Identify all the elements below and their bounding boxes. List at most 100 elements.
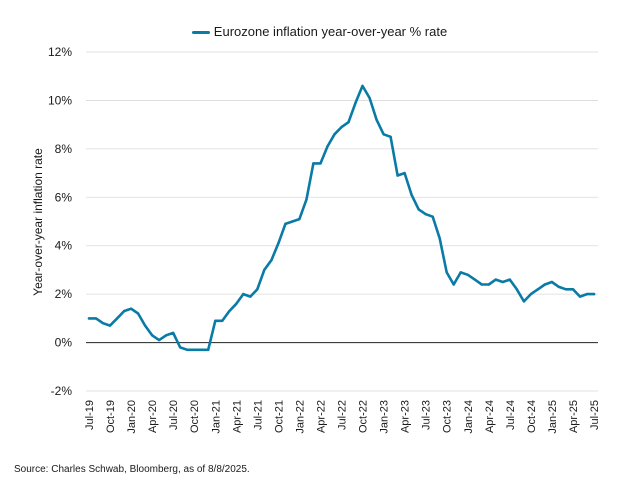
x-tick-label: Oct-19: [105, 400, 117, 433]
y-tick-label: 2%: [55, 287, 73, 301]
data-point: [305, 198, 308, 201]
y-axis-ticks: -2% 0% 2% 4% 6% 8% 10% 12%: [48, 45, 72, 398]
data-point: [578, 295, 582, 298]
data-point: [277, 242, 280, 245]
data-point: [424, 213, 427, 216]
data-point: [235, 302, 238, 305]
y-tick-label: 8%: [55, 142, 73, 156]
data-point: [445, 271, 448, 274]
data-point: [150, 334, 154, 337]
data-point: [592, 292, 596, 296]
data-point: [326, 145, 329, 148]
data-point: [473, 278, 476, 281]
data-point: [340, 125, 343, 129]
x-tick-label: Jan-22: [294, 400, 306, 434]
data-point: [115, 317, 119, 320]
x-tick-label: Oct-24: [526, 400, 538, 433]
data-point: [431, 215, 434, 218]
x-tick-label: Apr-22: [315, 400, 327, 433]
data-point: [529, 292, 533, 296]
data-point: [319, 162, 322, 165]
data-point: [375, 118, 378, 122]
gridlines: [86, 51, 598, 392]
data-point: [242, 292, 245, 296]
x-tick-label: Apr-21: [231, 400, 243, 433]
data-point: [459, 271, 462, 274]
x-tick-label: Oct-22: [358, 400, 370, 433]
data-point: [403, 171, 406, 175]
y-tick-label: -2%: [51, 384, 73, 398]
data-point: [522, 300, 526, 303]
y-tick-label: 0%: [55, 336, 73, 350]
x-tick-label: Jul-25: [589, 400, 601, 430]
data-point: [284, 222, 287, 226]
data-point: [101, 322, 105, 325]
x-tick-label: Jul-20: [168, 400, 180, 430]
data-point: [382, 133, 385, 136]
data-point: [207, 348, 210, 351]
data-point: [291, 220, 294, 223]
data-point: [122, 309, 126, 313]
data-point: [172, 331, 175, 335]
series-line-eurozone-inflation: [87, 84, 596, 352]
y-tick-label: 4%: [55, 239, 73, 253]
data-point: [228, 309, 231, 313]
data-point: [312, 162, 315, 165]
data-point: [368, 96, 371, 100]
data-point: [410, 193, 413, 197]
data-point: [585, 292, 589, 296]
x-tick-label: Oct-20: [189, 400, 201, 433]
data-point: [571, 288, 575, 291]
x-tick-label: Jan-24: [463, 400, 475, 434]
data-point: [487, 283, 490, 286]
data-point: [543, 283, 547, 286]
data-point: [347, 121, 350, 124]
data-point: [389, 135, 392, 138]
data-point: [508, 278, 511, 281]
legend-swatch: [191, 31, 210, 35]
data-point: [165, 334, 168, 337]
data-point: [480, 283, 483, 286]
data-point: [501, 280, 504, 284]
data-point: [179, 346, 182, 349]
x-tick-label: Jan-23: [379, 400, 391, 434]
legend: Eurozone inflation year-over-year % rate: [0, 24, 639, 39]
data-point: [536, 288, 540, 291]
legend-label: Eurozone inflation year-over-year % rate: [213, 24, 448, 39]
data-point: [200, 348, 203, 351]
data-point: [396, 174, 399, 177]
data-point: [249, 295, 252, 298]
y-tick-label: 6%: [55, 190, 73, 204]
y-tick-label: 12%: [48, 45, 72, 59]
data-point: [557, 285, 561, 289]
data-point: [143, 324, 147, 327]
data-point: [354, 101, 357, 105]
data-point: [157, 338, 161, 342]
x-tick-label: Jan-20: [126, 400, 138, 434]
data-point: [564, 288, 568, 291]
y-tick-label: 10%: [48, 93, 72, 107]
data-point: [438, 237, 441, 240]
x-tick-label: Jul-23: [421, 400, 433, 430]
data-point: [515, 288, 518, 291]
data-point: [256, 288, 259, 291]
data-point: [333, 133, 336, 136]
data-point: [452, 283, 455, 286]
x-tick-label: Apr-24: [484, 400, 496, 433]
data-point: [494, 278, 497, 281]
data-point: [550, 280, 554, 284]
x-tick-label: Oct-21: [273, 400, 285, 433]
data-point: [87, 317, 91, 320]
data-point: [298, 217, 301, 221]
x-tick-label: Oct-23: [442, 400, 454, 433]
data-point: [270, 259, 273, 262]
x-tick-label: Apr-20: [147, 400, 159, 433]
x-axis-ticks: Jul-19 Oct-19 Jan-20 Apr-20 Jul-20 Oct-20 Jan-…: [84, 400, 601, 434]
data-point: [136, 312, 140, 315]
data-point: [466, 273, 469, 276]
data-point: [186, 348, 189, 351]
x-tick-label: Jul-19: [84, 400, 96, 430]
data-point: [193, 348, 196, 351]
data-point: [129, 307, 133, 310]
x-tick-label: Apr-23: [400, 400, 412, 433]
